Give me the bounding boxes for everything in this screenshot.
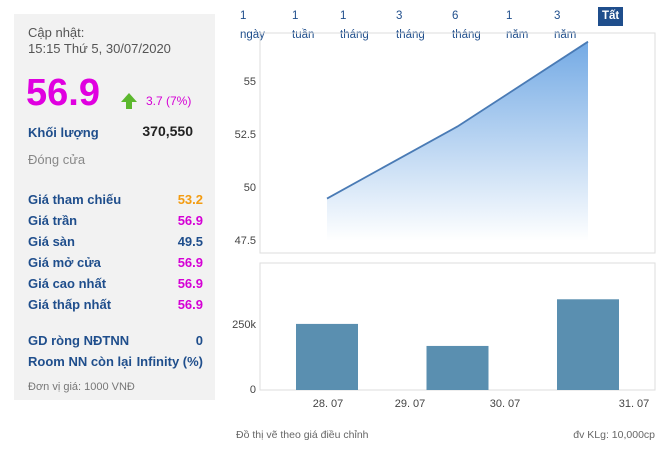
range-button[interactable]: 1 năm (506, 10, 529, 41)
x-tick-label: 30. 07 (490, 398, 521, 410)
price-line (326, 40, 589, 200)
unit: Đơn vị giá: 1000 VNĐ (28, 381, 135, 393)
range-button[interactable]: 3 năm (554, 10, 577, 41)
up-arrow (121, 93, 137, 109)
footer-unit: đv KLg: 10,000cp (573, 429, 655, 441)
foreign-label: GD ròng NĐTNN (28, 333, 130, 348)
row-value: 53.2 (177, 192, 203, 207)
row-value: 56.9 (177, 297, 203, 312)
volume-bar (426, 345, 489, 390)
status: Đóng cửa (28, 152, 86, 167)
footer-note: Đồ thị vẽ theo giá điều chỉnh (236, 429, 369, 441)
row-label: Giá thấp nhất (28, 297, 112, 312)
volume: 370,550 (142, 123, 193, 139)
range-button[interactable]: 6 tháng (452, 10, 481, 41)
volume-bar (557, 299, 619, 390)
row-value: 56.9 (177, 213, 203, 228)
range-button[interactable]: 1 tuần (292, 10, 315, 41)
row-label: Giá tham chiếu (28, 192, 122, 207)
volume-label: Khối lượng (28, 125, 99, 140)
price: 56.9 (26, 72, 100, 114)
row-value: 56.9 (177, 255, 203, 270)
price-frame (259, 32, 656, 254)
y-tick-label: 0 (250, 384, 256, 396)
y-tick-label: 47.5 (235, 235, 256, 247)
area (327, 41, 588, 241)
foreign-label: Room NN còn lại (28, 354, 133, 369)
change: 3.7 (7%) (146, 94, 192, 108)
y-tick-label: 250k (232, 319, 256, 331)
range-button[interactable]: 1 ngày (240, 10, 265, 41)
foreign-value: Infinity (%) (136, 354, 203, 369)
updated-time: 15:15 Thứ 5, 30/07/2020 (28, 41, 171, 56)
row-label: Giá trần (28, 213, 78, 228)
range-button[interactable]: 1 tháng (340, 10, 369, 41)
range-button[interactable]: 3 tháng (396, 10, 425, 41)
row-label: Giá sàn (28, 234, 75, 249)
row-value: 49.5 (177, 234, 203, 249)
x-tick-label: 29. 07 (395, 398, 426, 410)
y-tick-label: 55 (244, 76, 256, 88)
row-label: Giá mở cửa (28, 255, 101, 270)
y-tick-label: 50 (244, 182, 256, 194)
x-tick-label: 28. 07 (313, 398, 344, 410)
y-tick-label: 52.5 (235, 129, 256, 141)
x-tick-label: 31. 07 (619, 398, 650, 410)
range-button[interactable]: Tất cả (598, 7, 624, 41)
volume-bar (296, 323, 358, 390)
row-label: Giá cao nhất (28, 276, 107, 291)
info-panel: Cập nhật: 15:15 Thứ 5, 30/07/2020 56.9 3… (14, 14, 215, 400)
row-value: 56.9 (177, 276, 203, 291)
foreign-value: 0 (195, 333, 203, 348)
updated-label: Cập nhật: (28, 25, 85, 40)
